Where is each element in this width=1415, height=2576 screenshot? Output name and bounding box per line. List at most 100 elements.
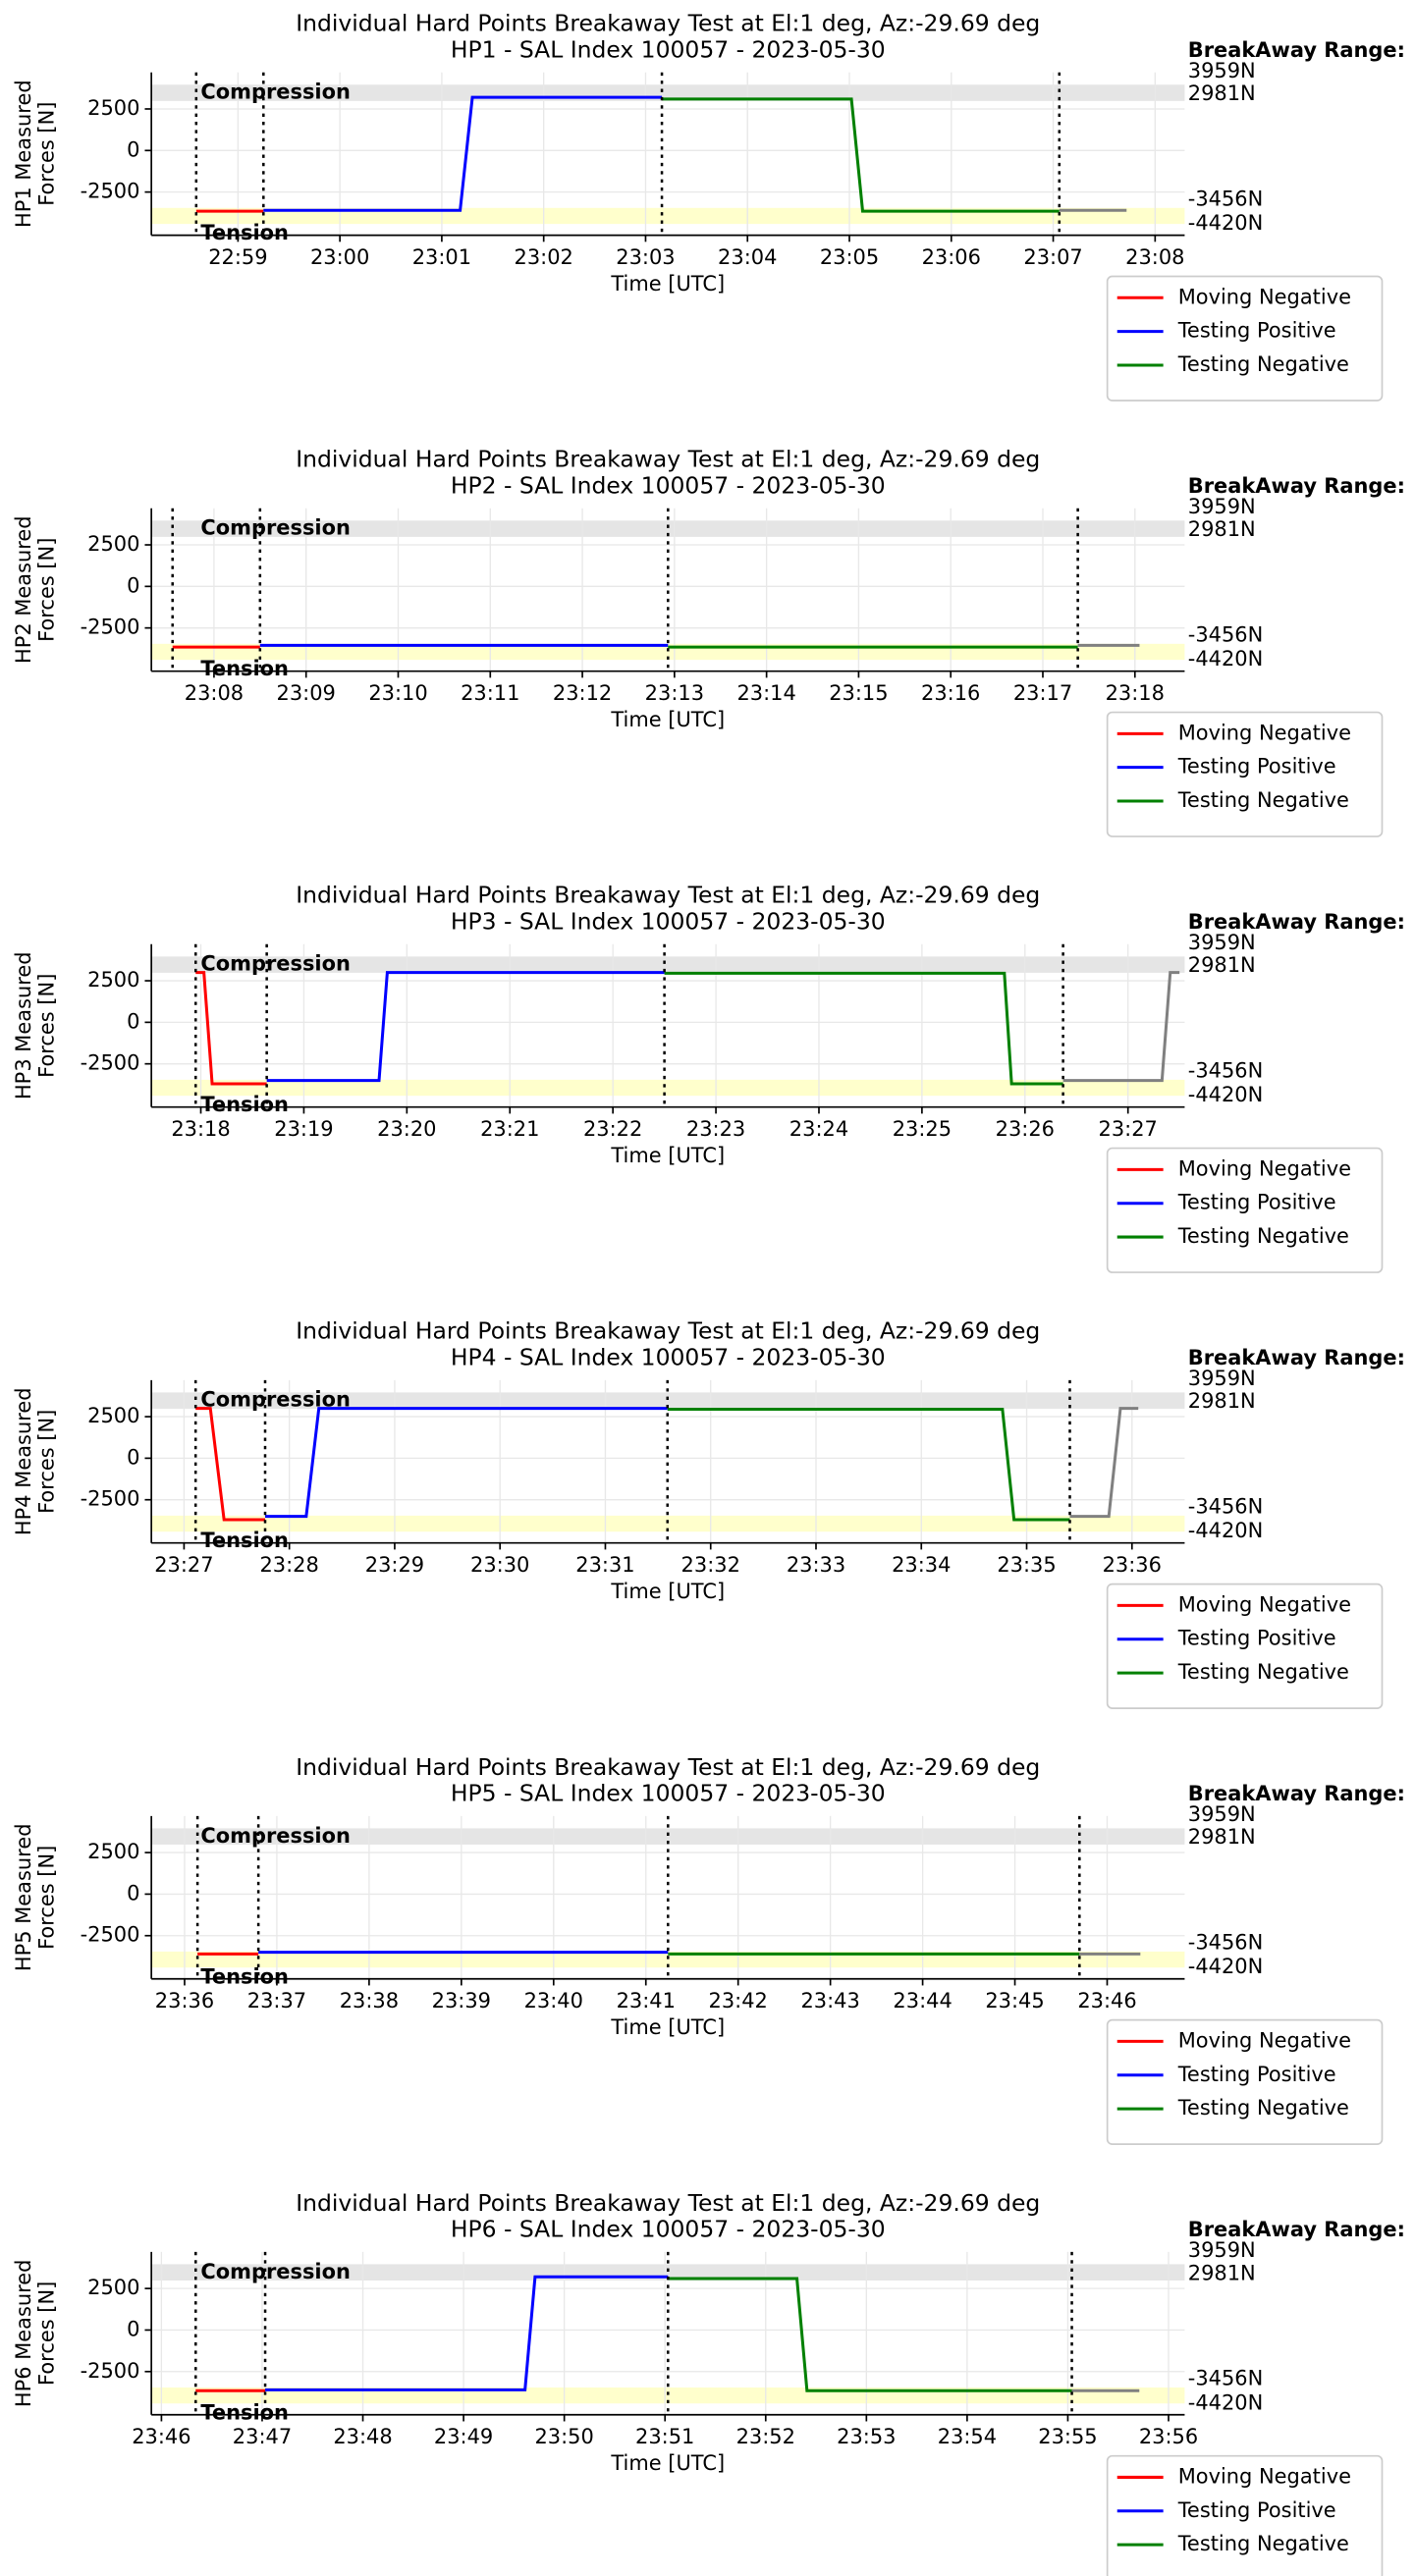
y-axis-label: HP2 MeasuredForces [N] <box>12 515 58 664</box>
y-axis-label-line: Forces [N] <box>35 2281 59 2386</box>
y-axis-label-line: HP3 Measured <box>12 951 35 1100</box>
range-label: -4420N <box>1188 211 1264 235</box>
series-line <box>263 95 663 212</box>
x-tick-label: 23:09 <box>277 681 336 705</box>
band-label: Compression <box>200 952 350 976</box>
x-tick-label: 23:39 <box>432 1989 491 2012</box>
x-tick-label: 23:24 <box>789 1117 848 1141</box>
chart-title: Individual Hard Points Breakaway Test at… <box>296 1317 1040 1345</box>
x-tick-label: 23:48 <box>333 2425 392 2448</box>
series-line <box>265 2275 669 2391</box>
x-tick-label: 23:51 <box>635 2425 694 2448</box>
chart: Individual Hard Points Breakaway Test at… <box>12 1317 1405 1709</box>
range-label: -3456N <box>1188 187 1264 210</box>
y-axis-label: HP4 MeasuredForces [N] <box>12 1387 58 1535</box>
range-label: -4420N <box>1188 2390 1264 2414</box>
x-tick-label: 23:42 <box>709 1989 768 2012</box>
x-tick-label: 23:53 <box>837 2425 896 2448</box>
y-axis-label-line: HP4 Measured <box>12 1387 35 1535</box>
x-tick-label: 23:44 <box>893 1989 952 2012</box>
band-label: Tension <box>200 657 289 680</box>
x-tick-label: 23:10 <box>368 681 427 705</box>
chart: Individual Hard Points Breakaway Test at… <box>12 1753 1405 2145</box>
x-tick-label: 23:13 <box>645 681 704 705</box>
range-label: -4420N <box>1188 1083 1264 1106</box>
legend-label: Moving Negative <box>1178 1592 1351 1616</box>
range-label: -4420N <box>1188 647 1264 671</box>
x-tick-label: 23:49 <box>434 2425 493 2448</box>
y-tick-label: -2500 <box>81 2359 140 2383</box>
chart-title: HP6 - SAL Index 100057 - 2023-05-30 <box>451 2216 886 2243</box>
band-label: Compression <box>200 1824 350 1848</box>
band <box>151 84 1185 101</box>
x-tick-label: 23:00 <box>310 245 369 269</box>
x-tick-label: 23:01 <box>412 245 471 269</box>
series-line <box>664 971 1063 1086</box>
legend-label: Moving Negative <box>1178 721 1351 744</box>
x-tick-label: 23:21 <box>480 1117 539 1141</box>
x-tick-label: 23:15 <box>829 681 888 705</box>
y-tick-label: 2500 <box>87 1840 139 1863</box>
x-axis-label: Time [UTC] <box>610 1144 725 1167</box>
range-title: BreakAway Range: <box>1188 2218 1405 2241</box>
legend-label: Testing Positive <box>1177 1627 1336 1650</box>
y-tick-label: -2500 <box>81 1487 140 1511</box>
legend-box <box>1106 1583 1384 1709</box>
range-label: 3959N <box>1188 59 1256 82</box>
band-label: Tension <box>200 1964 289 1988</box>
x-tick-label: 23:18 <box>1106 681 1165 705</box>
x-tick-label: 23:45 <box>985 1989 1044 2012</box>
chart-title: HP4 - SAL Index 100057 - 2023-05-30 <box>451 1344 886 1371</box>
band <box>151 1079 1185 1097</box>
x-tick-label: 23:20 <box>377 1117 436 1141</box>
legend-label: Testing Negative <box>1177 352 1349 376</box>
range-label: 2981N <box>1188 1825 1256 1849</box>
series-line <box>1069 1407 1139 1519</box>
y-tick-label: 2500 <box>87 968 139 992</box>
x-tick-label: 23:30 <box>470 1553 529 1577</box>
band-label: Tension <box>200 2400 289 2424</box>
range-label: -3456N <box>1188 622 1264 646</box>
x-tick-label: 23:14 <box>736 681 795 705</box>
y-tick-label: 0 <box>127 1881 139 1905</box>
x-tick-label: 23:08 <box>185 681 244 705</box>
x-tick-label: 23:17 <box>1013 681 1072 705</box>
x-tick-label: 23:16 <box>921 681 980 705</box>
legend-box <box>1106 1147 1384 1273</box>
y-axis-label: HP1 MeasuredForces [N] <box>12 80 58 228</box>
series-line <box>265 1407 668 1519</box>
chart-title: HP5 - SAL Index 100057 - 2023-05-30 <box>451 1780 886 1807</box>
band-label: Compression <box>200 516 350 540</box>
x-tick-label: 23:46 <box>1077 1989 1136 2012</box>
y-axis-label: HP6 MeasuredForces [N] <box>12 2260 58 2408</box>
x-tick-label: 23:36 <box>155 1989 214 2012</box>
band-label: Compression <box>200 2260 350 2283</box>
legend-label: Testing Positive <box>1177 1191 1336 1214</box>
x-tick-label: 23:11 <box>461 681 519 705</box>
x-tick-label: 23:38 <box>340 1989 399 2012</box>
range-label: 2981N <box>1188 517 1256 541</box>
band <box>151 2264 1185 2281</box>
legend-label: Testing Negative <box>1177 2096 1349 2120</box>
legend-label: Testing Negative <box>1177 2532 1349 2555</box>
range-label: -4420N <box>1188 1955 1264 1978</box>
x-tick-label: 23:12 <box>553 681 612 705</box>
legend-label: Testing Positive <box>1177 755 1336 778</box>
range-title: BreakAway Range: <box>1188 1782 1405 1805</box>
band <box>151 520 1185 537</box>
legend-label: Testing Positive <box>1177 2063 1336 2086</box>
series-line <box>1062 971 1180 1083</box>
range-label: 2981N <box>1188 2261 1256 2284</box>
x-tick-label: 23:04 <box>718 245 777 269</box>
range-label: 3959N <box>1188 1802 1256 1826</box>
legend-box <box>1106 711 1384 837</box>
y-tick-label: 0 <box>127 1009 139 1033</box>
chart-title: Individual Hard Points Breakaway Test at… <box>296 10 1040 37</box>
x-tick-label: 23:50 <box>534 2425 593 2448</box>
y-tick-label: 2500 <box>87 1404 139 1427</box>
legend-label: Moving Negative <box>1178 2464 1351 2488</box>
chart-title: Individual Hard Points Breakaway Test at… <box>296 1753 1040 1781</box>
range-title: BreakAway Range: <box>1188 910 1405 934</box>
x-tick-label: 23:46 <box>132 2425 190 2448</box>
